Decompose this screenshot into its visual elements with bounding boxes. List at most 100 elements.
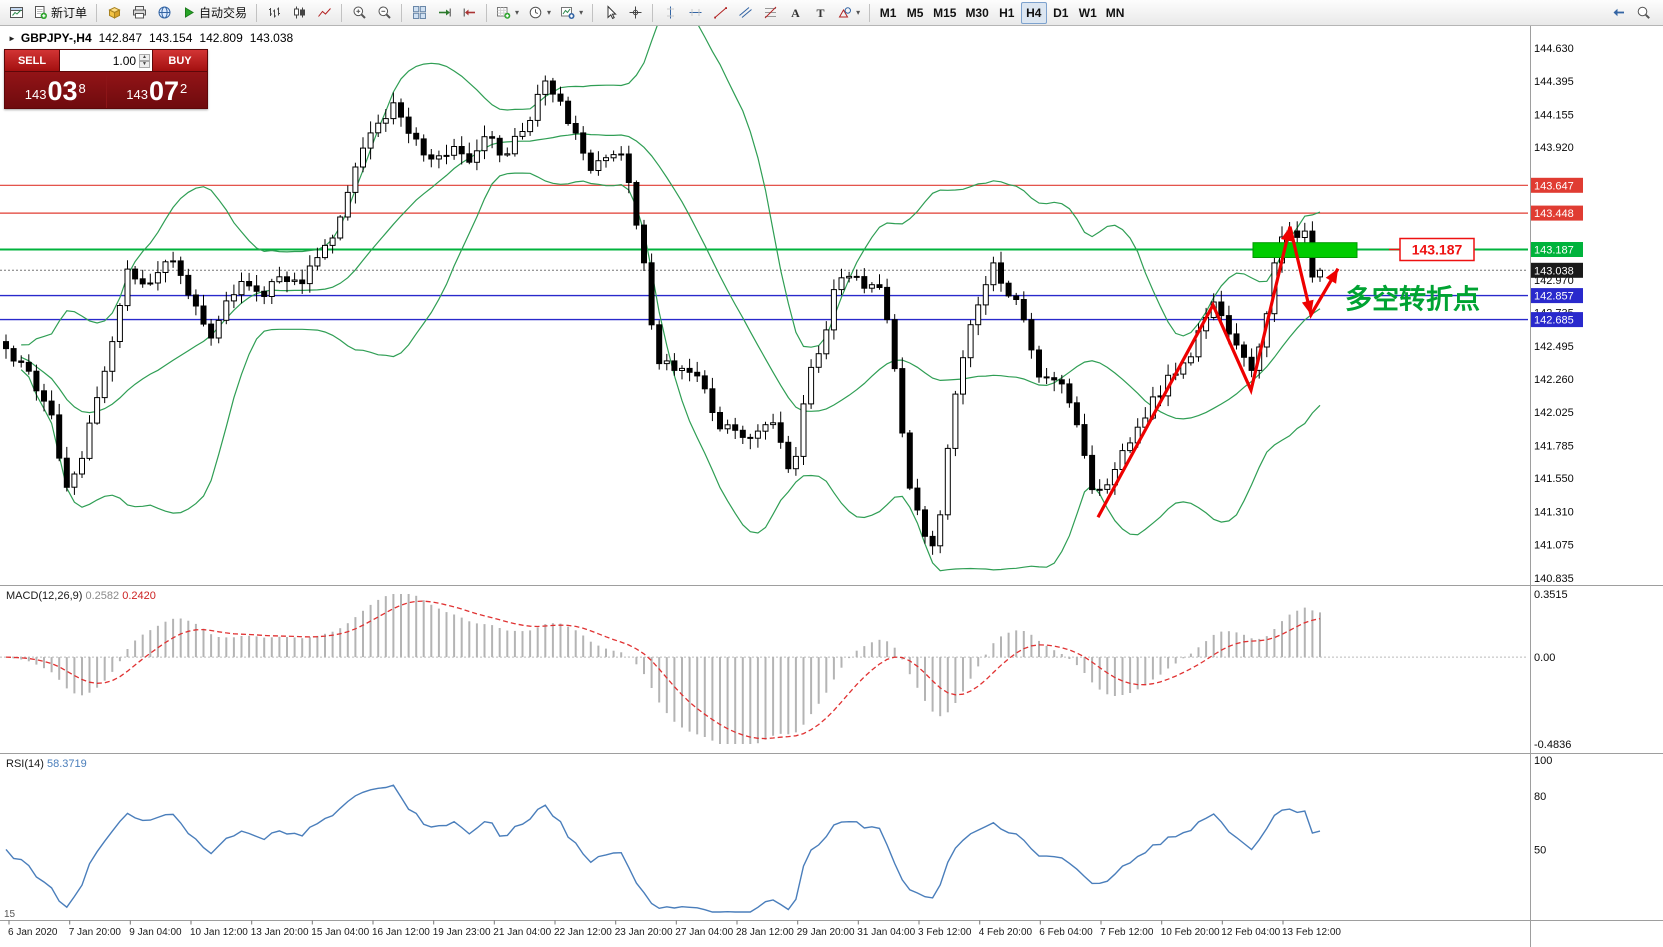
tf-m1-button[interactable]: M1 [875, 2, 901, 24]
autotrading-button[interactable]: 自动交易 [177, 2, 251, 24]
tf-m30-button-label: M30 [965, 5, 989, 20]
line-icon [317, 5, 332, 20]
trend-zigzag-annotation[interactable] [1096, 226, 1340, 518]
candlestick-chart-button[interactable] [287, 2, 311, 24]
chart-list-icon[interactable]: ► [8, 33, 16, 43]
svg-text:10 Feb 20:00: 10 Feb 20:00 [1161, 927, 1220, 938]
svg-text:142.025: 142.025 [1534, 407, 1574, 419]
rsi-min-label: 15 [4, 909, 16, 920]
tf-w1-button[interactable]: W1 [1075, 2, 1101, 24]
new-chart-button[interactable]: ▾ [492, 2, 523, 24]
print-button[interactable] [127, 2, 151, 24]
tf-h1-button[interactable]: H1 [994, 2, 1020, 24]
price-axis-labels[interactable]: 144.630144.395144.155143.920142.970142.7… [1534, 43, 1574, 585]
sell-button[interactable]: SELL [5, 50, 59, 71]
time-axis[interactable]: 6 Jan 2020 7 Jan 20:00 9 Jan 04:00 10 Jan 1… [8, 920, 1341, 939]
profiles-button[interactable]: ▾ [524, 2, 555, 24]
svg-text:0.00: 0.00 [1534, 652, 1555, 664]
metaeditor-button[interactable] [102, 2, 126, 24]
text-t-icon: T [813, 5, 828, 20]
svg-text:7 Jan 20:00: 7 Jan 20:00 [69, 927, 122, 938]
svg-text:27 Jan 04:00: 27 Jan 04:00 [675, 927, 733, 938]
cursor-button[interactable] [598, 2, 622, 24]
svg-text:28 Jan 12:00: 28 Jan 12:00 [736, 927, 794, 938]
bar-chart-button[interactable] [262, 2, 286, 24]
sell-price-small: 143 [24, 87, 47, 102]
cursor-icon [603, 5, 618, 20]
rsi-indicator[interactable] [5, 784, 1321, 913]
price-axis-badges: 143.647 143.448 143.187 143.038 142.857 142.6… [1531, 177, 1583, 328]
fibonacci-button[interactable] [758, 2, 782, 24]
toolbar-separator [96, 3, 98, 22]
svg-text:143.920: 143.920 [1534, 142, 1574, 154]
line-chart-button[interactable] [312, 2, 336, 24]
sell-price[interactable]: 143 03 8 [5, 72, 106, 108]
svg-text:-0.4836: -0.4836 [1534, 739, 1571, 751]
buy-price[interactable]: 143 07 2 [105, 72, 208, 108]
tf-m15-button[interactable]: M15 [929, 2, 960, 24]
tf-d1-button[interactable]: D1 [1048, 2, 1074, 24]
tf-mn-button[interactable]: MN [1102, 2, 1129, 24]
back-arrow-button[interactable] [1606, 2, 1630, 24]
channel-button[interactable] [733, 2, 757, 24]
svg-text:6 Jan 2020: 6 Jan 2020 [8, 927, 58, 938]
text-label-button[interactable]: T [808, 2, 832, 24]
trendline-button[interactable] [708, 2, 732, 24]
chart-background[interactable] [0, 26, 1663, 947]
tf-h1-button-label: H1 [999, 5, 1015, 20]
zoom-in-button[interactable] [347, 2, 371, 24]
svg-text:10 Jan 12:00: 10 Jan 12:00 [190, 927, 248, 938]
svg-text:143.187: 143.187 [1534, 245, 1574, 257]
volume-field[interactable]: 1.00 ▲ ▼ [59, 50, 153, 71]
svg-text:3 Feb 12:00: 3 Feb 12:00 [918, 927, 972, 938]
toolbar-separator [401, 3, 403, 22]
search-button[interactable] [1631, 2, 1655, 24]
svg-text:141.785: 141.785 [1534, 440, 1574, 452]
svg-text:13 Jan 20:00: 13 Jan 20:00 [251, 927, 309, 938]
tf-h4-button[interactable]: H4 [1020, 1, 1047, 24]
text-button[interactable]: A [783, 2, 807, 24]
auto-scroll-button[interactable] [432, 2, 456, 24]
volume-down-icon[interactable]: ▼ [139, 60, 150, 68]
toolbar-separator [652, 3, 654, 22]
charts-bar-button[interactable] [4, 2, 28, 24]
svg-text:143.187: 143.187 [1412, 242, 1463, 258]
svg-text:22 Jan 12:00: 22 Jan 12:00 [554, 927, 612, 938]
community-button[interactable] [152, 2, 176, 24]
chart-shift-button[interactable] [457, 2, 481, 24]
turning-point-label[interactable]: 多空转折点 [1345, 283, 1480, 314]
ohlc-open: 142.847 [98, 31, 143, 45]
horizontal-line-button[interactable] [683, 2, 707, 24]
arrowhead-icon [1301, 299, 1314, 315]
globe-icon [157, 5, 172, 20]
new-order-button[interactable]: 新订单 [29, 2, 91, 24]
trendline-icon [713, 5, 728, 20]
macd-indicator[interactable] [0, 594, 1528, 744]
volume-up-icon[interactable]: ▲ [139, 53, 150, 61]
toolbar-separator [592, 3, 594, 22]
vertical-line-button[interactable] [658, 2, 682, 24]
svg-text:16 Jan 12:00: 16 Jan 12:00 [372, 927, 430, 938]
zoom-out-button[interactable] [372, 2, 396, 24]
templates-button[interactable]: ▾ [556, 2, 587, 24]
bars-icon [267, 5, 282, 20]
arrows-button[interactable]: ▾ [833, 2, 864, 24]
candlesticks[interactable] [3, 75, 1323, 555]
tile-windows-button[interactable] [407, 2, 431, 24]
tf-m30-button[interactable]: M30 [961, 2, 992, 24]
svg-text:15 Jan 04:00: 15 Jan 04:00 [311, 927, 369, 938]
fibo-icon [763, 5, 778, 20]
rsi-scale-labels[interactable]: 100 80 50 [1534, 755, 1552, 856]
macd-scale-labels[interactable]: 0.3515 0.00 -0.4836 [1534, 589, 1571, 751]
tf-m1-button-label: M1 [879, 5, 897, 20]
toolbar-separator [869, 3, 871, 22]
svg-text:141.310: 141.310 [1534, 507, 1574, 519]
price-callout-label[interactable]: 143.187 [1399, 237, 1475, 262]
volume-spinner[interactable]: ▲ ▼ [139, 53, 150, 68]
crosshair-button[interactable] [623, 2, 647, 24]
buy-button[interactable]: BUY [153, 50, 207, 71]
svg-text:142.685: 142.685 [1534, 315, 1574, 327]
green-zone-annotation[interactable] [1252, 242, 1358, 258]
tf-m5-button[interactable]: M5 [902, 2, 928, 24]
